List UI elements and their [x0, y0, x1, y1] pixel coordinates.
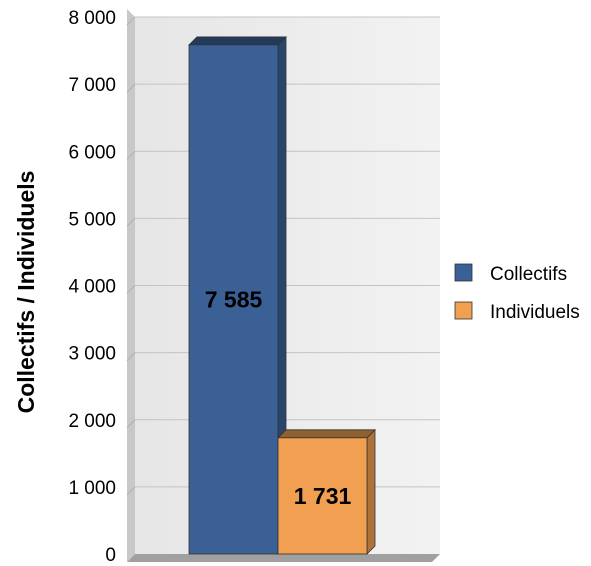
- gridline-side: [126, 486, 136, 496]
- gridline-side: [126, 83, 136, 93]
- gridline-side: [126, 419, 136, 429]
- legend-swatch: [454, 301, 473, 320]
- y-tick-label: 2 000: [68, 411, 116, 432]
- floor: [127, 554, 440, 562]
- gridline-side: [126, 16, 136, 26]
- gridline-side: [126, 218, 136, 227]
- y-tick-label: 8 000: [68, 8, 116, 29]
- gridline-side: [126, 150, 136, 160]
- y-tick-label: 0: [105, 545, 116, 566]
- bars: [188, 35, 376, 555]
- gridline-side: [126, 285, 136, 294]
- legend-swatch: [454, 263, 473, 282]
- y-tick-label: 5 000: [68, 209, 116, 230]
- legend-label: Individuels: [490, 302, 580, 323]
- y-tick-label: 6 000: [68, 142, 116, 163]
- y-axis-label: Collectifs / Individuels: [13, 171, 39, 414]
- side-wall: [127, 9, 135, 562]
- gridlines: [126, 16, 440, 496]
- legend-item-collectifs: Collectifs: [454, 263, 567, 285]
- legend-item-individuels: Individuels: [454, 301, 580, 323]
- legend-label: Collectifs: [490, 264, 567, 285]
- legend: Collectifs Individuels: [454, 263, 580, 323]
- data-label: 7 585: [205, 286, 263, 312]
- y-tick-label: 3 000: [68, 344, 116, 365]
- y-tick-label: 4 000: [68, 277, 116, 298]
- y-axis-ticks: 0 1 000 2 000 3 000 4 000 5 000 6 000 7 000 8 00…: [68, 8, 116, 566]
- y-tick-label: 1 000: [68, 478, 116, 499]
- gridline-side: [126, 352, 136, 361]
- data-labels: 7 585 1 731: [205, 286, 352, 508]
- y-tick-label: 7 000: [68, 75, 116, 96]
- data-label: 1 731: [294, 483, 352, 509]
- bar-individuels: [277, 428, 376, 555]
